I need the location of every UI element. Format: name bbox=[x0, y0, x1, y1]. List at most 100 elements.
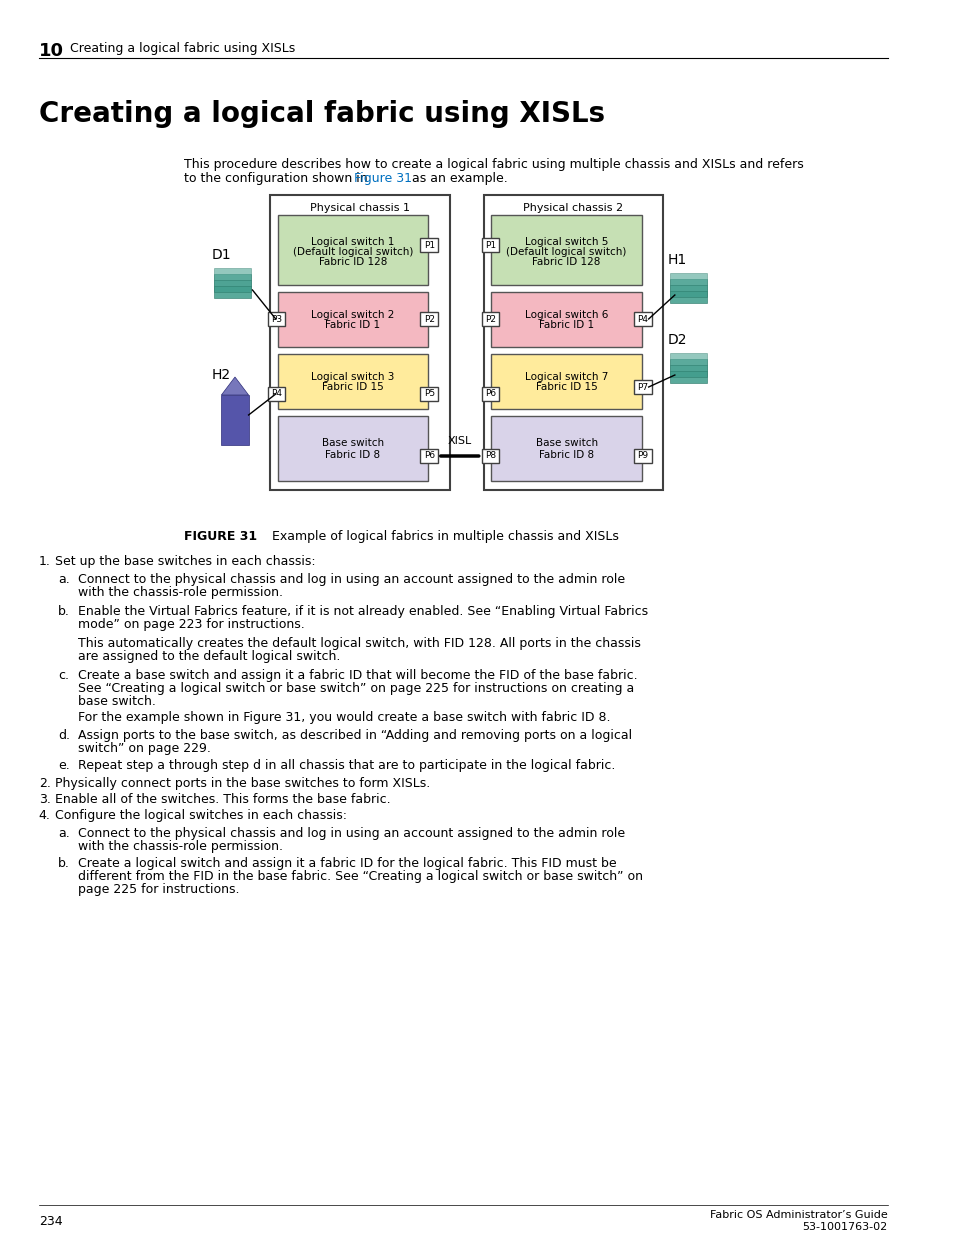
Text: See “Creating a logical switch or base switch” on page 225 for instructions on c: See “Creating a logical switch or base s… bbox=[77, 682, 633, 695]
FancyBboxPatch shape bbox=[491, 291, 641, 347]
Text: P4: P4 bbox=[637, 315, 648, 324]
FancyBboxPatch shape bbox=[277, 291, 428, 347]
Text: Fabric ID 128: Fabric ID 128 bbox=[318, 257, 387, 267]
FancyBboxPatch shape bbox=[268, 312, 285, 326]
Text: P9: P9 bbox=[637, 452, 648, 461]
Text: a.: a. bbox=[58, 573, 70, 585]
Polygon shape bbox=[221, 377, 249, 395]
Text: base switch.: base switch. bbox=[77, 695, 155, 708]
Text: P6: P6 bbox=[484, 389, 496, 399]
FancyBboxPatch shape bbox=[669, 359, 706, 370]
Text: P1: P1 bbox=[423, 241, 435, 249]
Text: P7: P7 bbox=[637, 383, 648, 391]
FancyBboxPatch shape bbox=[669, 353, 706, 366]
Text: 234: 234 bbox=[39, 1215, 62, 1228]
Text: mode” on page 223 for instructions.: mode” on page 223 for instructions. bbox=[77, 618, 304, 631]
Text: Connect to the physical chassis and log in using an account assigned to the admi: Connect to the physical chassis and log … bbox=[77, 827, 624, 840]
FancyBboxPatch shape bbox=[483, 195, 662, 490]
Text: 53-1001763-02: 53-1001763-02 bbox=[801, 1221, 886, 1233]
FancyBboxPatch shape bbox=[277, 354, 428, 409]
FancyBboxPatch shape bbox=[213, 274, 251, 287]
Text: P2: P2 bbox=[423, 315, 435, 324]
FancyBboxPatch shape bbox=[481, 387, 498, 401]
Text: c.: c. bbox=[58, 669, 70, 682]
FancyBboxPatch shape bbox=[669, 273, 706, 285]
Text: Base switch: Base switch bbox=[535, 438, 597, 448]
FancyBboxPatch shape bbox=[669, 279, 706, 291]
Text: Creating a logical fabric using XISLs: Creating a logical fabric using XISLs bbox=[70, 42, 294, 56]
Text: 3.: 3. bbox=[39, 793, 51, 806]
Text: P5: P5 bbox=[423, 389, 435, 399]
FancyBboxPatch shape bbox=[669, 370, 706, 383]
FancyBboxPatch shape bbox=[270, 195, 449, 490]
Text: FIGURE 31: FIGURE 31 bbox=[184, 530, 257, 543]
Text: P2: P2 bbox=[484, 315, 496, 324]
Text: a.: a. bbox=[58, 827, 70, 840]
FancyBboxPatch shape bbox=[491, 215, 641, 285]
Text: e.: e. bbox=[58, 760, 70, 772]
Text: Configure the logical switches in each chassis:: Configure the logical switches in each c… bbox=[55, 809, 347, 823]
Text: different from the FID in the base fabric. See “Creating a logical switch or bas: different from the FID in the base fabri… bbox=[77, 869, 642, 883]
Text: (Default logical switch): (Default logical switch) bbox=[293, 247, 413, 257]
Text: with the chassis-role permission.: with the chassis-role permission. bbox=[77, 585, 282, 599]
FancyBboxPatch shape bbox=[277, 215, 428, 285]
Text: Fabric ID 8: Fabric ID 8 bbox=[325, 450, 380, 459]
Text: Set up the base switches in each chassis:: Set up the base switches in each chassis… bbox=[55, 555, 315, 568]
Text: Fabric ID 15: Fabric ID 15 bbox=[536, 383, 597, 393]
Text: Example of logical fabrics in multiple chassis and XISLs: Example of logical fabrics in multiple c… bbox=[272, 530, 618, 543]
FancyBboxPatch shape bbox=[634, 312, 651, 326]
Text: Logical switch 2: Logical switch 2 bbox=[311, 310, 395, 320]
Text: Create a logical switch and assign it a fabric ID for the logical fabric. This F: Create a logical switch and assign it a … bbox=[77, 857, 616, 869]
Text: D1: D1 bbox=[212, 248, 231, 262]
Text: Physical chassis 1: Physical chassis 1 bbox=[310, 203, 410, 212]
Text: Fabric ID 8: Fabric ID 8 bbox=[538, 450, 594, 459]
Text: Fabric OS Administrator’s Guide: Fabric OS Administrator’s Guide bbox=[709, 1210, 886, 1220]
FancyBboxPatch shape bbox=[420, 450, 437, 463]
Text: 10: 10 bbox=[39, 42, 64, 61]
FancyBboxPatch shape bbox=[213, 287, 251, 298]
FancyBboxPatch shape bbox=[634, 380, 651, 394]
FancyBboxPatch shape bbox=[491, 416, 641, 480]
Text: H1: H1 bbox=[667, 253, 686, 267]
Text: For the example shown in Figure 31, you would create a base switch with fabric I: For the example shown in Figure 31, you … bbox=[77, 711, 610, 724]
Text: Fabric ID 128: Fabric ID 128 bbox=[532, 257, 600, 267]
Text: Base switch: Base switch bbox=[321, 438, 384, 448]
Text: Enable all of the switches. This forms the base fabric.: Enable all of the switches. This forms t… bbox=[55, 793, 391, 806]
Text: H2: H2 bbox=[212, 368, 231, 382]
Text: b.: b. bbox=[58, 857, 71, 869]
Text: Enable the Virtual Fabrics feature, if it is not already enabled. See “Enabling : Enable the Virtual Fabrics feature, if i… bbox=[77, 605, 647, 618]
Text: Fabric ID 1: Fabric ID 1 bbox=[538, 321, 594, 331]
FancyBboxPatch shape bbox=[420, 238, 437, 252]
Text: page 225 for instructions.: page 225 for instructions. bbox=[77, 883, 239, 897]
Text: Physical chassis 2: Physical chassis 2 bbox=[523, 203, 623, 212]
Text: This automatically creates the default logical switch, with FID 128. All ports i: This automatically creates the default l… bbox=[77, 637, 639, 650]
Text: 4.: 4. bbox=[39, 809, 51, 823]
FancyBboxPatch shape bbox=[221, 395, 249, 445]
FancyBboxPatch shape bbox=[420, 387, 437, 401]
Text: Fabric ID 15: Fabric ID 15 bbox=[322, 383, 383, 393]
Text: as an example.: as an example. bbox=[407, 172, 507, 185]
FancyBboxPatch shape bbox=[669, 291, 706, 303]
Text: P3: P3 bbox=[271, 315, 282, 324]
Text: P4: P4 bbox=[271, 389, 282, 399]
Text: P6: P6 bbox=[423, 452, 435, 461]
Text: Logical switch 6: Logical switch 6 bbox=[524, 310, 608, 320]
Text: Figure 31: Figure 31 bbox=[355, 172, 412, 185]
Text: Logical switch 3: Logical switch 3 bbox=[311, 372, 395, 382]
Text: Logical switch 7: Logical switch 7 bbox=[524, 372, 608, 382]
FancyBboxPatch shape bbox=[277, 416, 428, 480]
Text: Physically connect ports in the base switches to form XISLs.: Physically connect ports in the base swi… bbox=[55, 777, 430, 790]
Text: Logical switch 5: Logical switch 5 bbox=[524, 237, 608, 247]
Text: Connect to the physical chassis and log in using an account assigned to the admi: Connect to the physical chassis and log … bbox=[77, 573, 624, 585]
Text: Logical switch 1: Logical switch 1 bbox=[311, 237, 395, 247]
FancyBboxPatch shape bbox=[669, 285, 706, 296]
Text: P1: P1 bbox=[484, 241, 496, 249]
Text: to the configuration shown in: to the configuration shown in bbox=[184, 172, 372, 185]
FancyBboxPatch shape bbox=[634, 450, 651, 463]
Text: Create a base switch and assign it a fabric ID that will become the FID of the b: Create a base switch and assign it a fab… bbox=[77, 669, 637, 682]
Text: switch” on page 229.: switch” on page 229. bbox=[77, 742, 211, 755]
FancyBboxPatch shape bbox=[481, 450, 498, 463]
Text: with the chassis-role permission.: with the chassis-role permission. bbox=[77, 840, 282, 853]
FancyBboxPatch shape bbox=[481, 312, 498, 326]
Text: XISL: XISL bbox=[447, 436, 472, 446]
